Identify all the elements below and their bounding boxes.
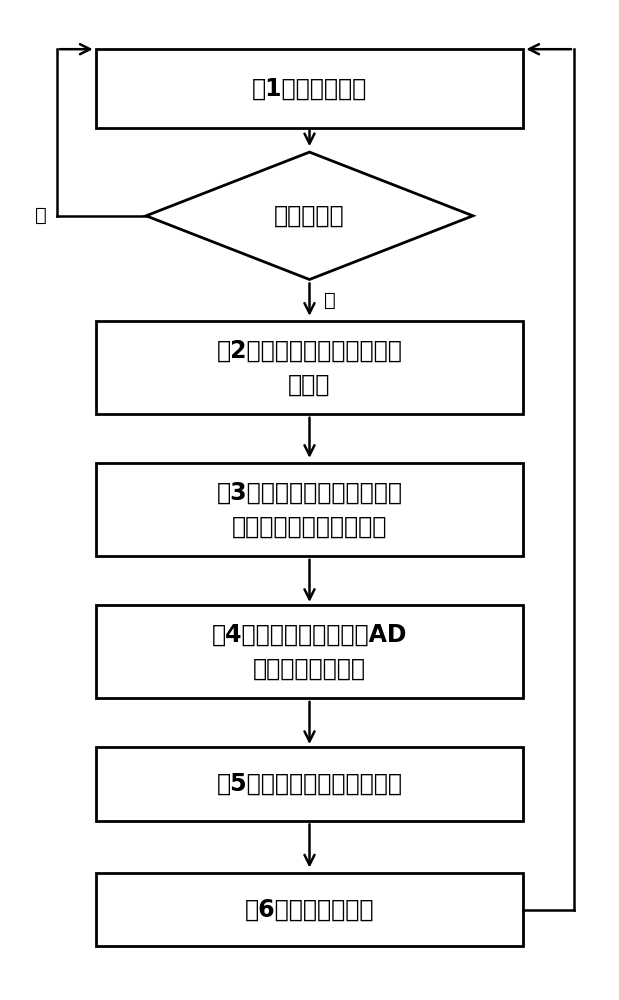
Text: （4）时域太赫兹信号经AD
处理传输给服务器: （4）时域太赫兹信号经AD 处理传输给服务器	[212, 623, 407, 681]
Text: （1）系统初始化: （1）系统初始化	[252, 76, 367, 100]
Bar	[95, 873, 524, 946]
Text: 否: 否	[35, 206, 47, 225]
Bar	[95, 463, 524, 556]
Text: （3）太赫兹探测器分别接收
参考信号与样品透射信号: （3）太赫兹探测器分别接收 参考信号与样品透射信号	[217, 481, 402, 539]
Text: （2）太赫兹源持续发射太赫
兹信号: （2）太赫兹源持续发射太赫 兹信号	[217, 339, 402, 396]
Bar	[95, 747, 524, 821]
Text: 是: 是	[324, 291, 336, 310]
Text: 校准成功？: 校准成功？	[274, 204, 345, 228]
Text: （6）样品检测识别: （6）样品检测识别	[245, 898, 374, 922]
Text: （5）求解样品吸收太赫兹谱: （5）求解样品吸收太赫兹谱	[217, 772, 402, 796]
Polygon shape	[146, 152, 473, 279]
Bar	[95, 321, 524, 414]
Bar	[95, 605, 524, 698]
Bar	[95, 49, 524, 128]
